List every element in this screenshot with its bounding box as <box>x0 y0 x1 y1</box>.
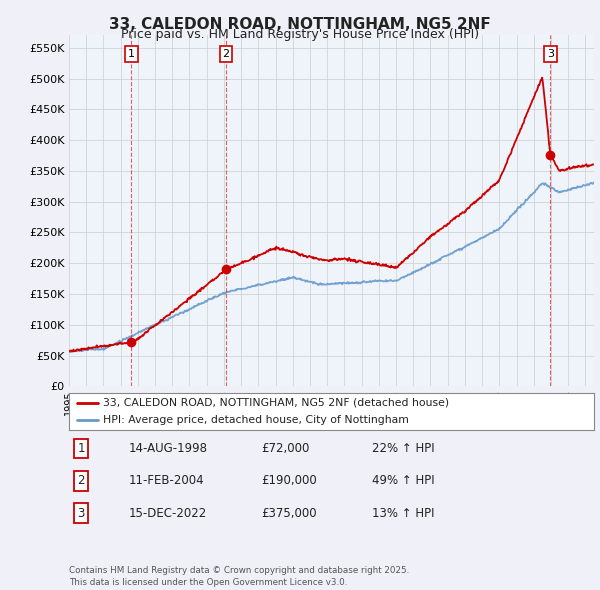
Text: £375,000: £375,000 <box>261 507 317 520</box>
Text: 13% ↑ HPI: 13% ↑ HPI <box>372 507 434 520</box>
Text: 2: 2 <box>223 49 230 59</box>
Bar <box>226 35 550 386</box>
Text: 1: 1 <box>128 49 135 59</box>
Bar <box>550 35 594 386</box>
Text: 14-AUG-1998: 14-AUG-1998 <box>129 442 208 455</box>
Text: £72,000: £72,000 <box>261 442 310 455</box>
Bar <box>69 35 131 386</box>
Text: Price paid vs. HM Land Registry's House Price Index (HPI): Price paid vs. HM Land Registry's House … <box>121 28 479 41</box>
Text: 2: 2 <box>77 474 85 487</box>
Text: 11-FEB-2004: 11-FEB-2004 <box>129 474 205 487</box>
Text: Contains HM Land Registry data © Crown copyright and database right 2025.
This d: Contains HM Land Registry data © Crown c… <box>69 566 409 587</box>
Text: HPI: Average price, detached house, City of Nottingham: HPI: Average price, detached house, City… <box>103 415 409 425</box>
Bar <box>131 35 226 386</box>
Text: 33, CALEDON ROAD, NOTTINGHAM, NG5 2NF (detached house): 33, CALEDON ROAD, NOTTINGHAM, NG5 2NF (d… <box>103 398 449 408</box>
Text: 3: 3 <box>77 507 85 520</box>
Text: 3: 3 <box>547 49 554 59</box>
Text: 22% ↑ HPI: 22% ↑ HPI <box>372 442 434 455</box>
Text: 1: 1 <box>77 442 85 455</box>
Text: 33, CALEDON ROAD, NOTTINGHAM, NG5 2NF: 33, CALEDON ROAD, NOTTINGHAM, NG5 2NF <box>109 17 491 31</box>
Text: 15-DEC-2022: 15-DEC-2022 <box>129 507 207 520</box>
Text: 49% ↑ HPI: 49% ↑ HPI <box>372 474 434 487</box>
Text: £190,000: £190,000 <box>261 474 317 487</box>
